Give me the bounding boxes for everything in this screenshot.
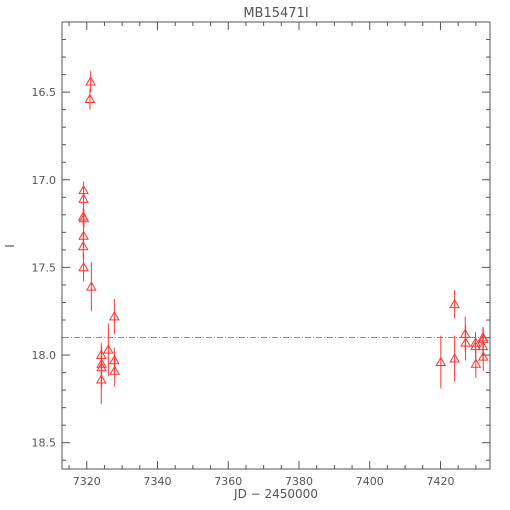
data-point-triangle xyxy=(78,193,89,203)
data-point-triangle xyxy=(109,365,121,375)
x-axis-ticks xyxy=(68,22,477,469)
data-point-triangle xyxy=(78,212,90,223)
x-tick-label: 7320 xyxy=(73,475,101,488)
y-tick-label: 17.0 xyxy=(32,174,57,187)
data-point-triangle xyxy=(449,353,460,363)
data-point-triangle xyxy=(78,261,89,272)
data-point-triangle xyxy=(84,93,96,104)
x-tick-label: 7380 xyxy=(285,475,313,488)
data-point-triangle xyxy=(477,351,489,361)
data-point-triangle xyxy=(435,356,447,366)
y-tick-label: 17.5 xyxy=(32,261,57,274)
y-axis-label: I xyxy=(3,244,17,248)
data-point-triangle xyxy=(460,337,471,347)
plot-frame xyxy=(61,21,491,470)
data-point-triangle xyxy=(77,240,89,251)
y-axis-tick-labels: 16.5 17.0 17.5 18.0 18.5 xyxy=(32,86,57,450)
x-axis-tick-labels: 7320 7340 7360 7380 7400 7420 xyxy=(73,475,455,488)
y-tick-label: 18.5 xyxy=(32,437,57,450)
data-point-triangle xyxy=(102,344,114,354)
y-axis-ticks xyxy=(62,21,490,461)
data-point-triangle xyxy=(85,76,97,86)
x-tick-label: 7340 xyxy=(144,475,172,488)
y-tick-label: 16.5 xyxy=(32,86,57,99)
data-point-triangle xyxy=(95,374,107,384)
data-point-triangle xyxy=(470,340,481,351)
data-point-triangle xyxy=(108,310,120,321)
data-points xyxy=(77,71,489,405)
chart-title: MB15471I xyxy=(243,6,308,21)
data-point-triangle xyxy=(85,281,97,291)
x-tick-label: 7360 xyxy=(214,475,242,488)
data-point-triangle xyxy=(449,298,460,309)
data-point-triangle xyxy=(470,358,482,368)
x-axis-label: JD − 2450000 xyxy=(233,487,318,501)
y-tick-label: 18.0 xyxy=(32,349,57,362)
x-tick-label: 7420 xyxy=(426,475,454,488)
x-tick-label: 7400 xyxy=(356,475,384,488)
